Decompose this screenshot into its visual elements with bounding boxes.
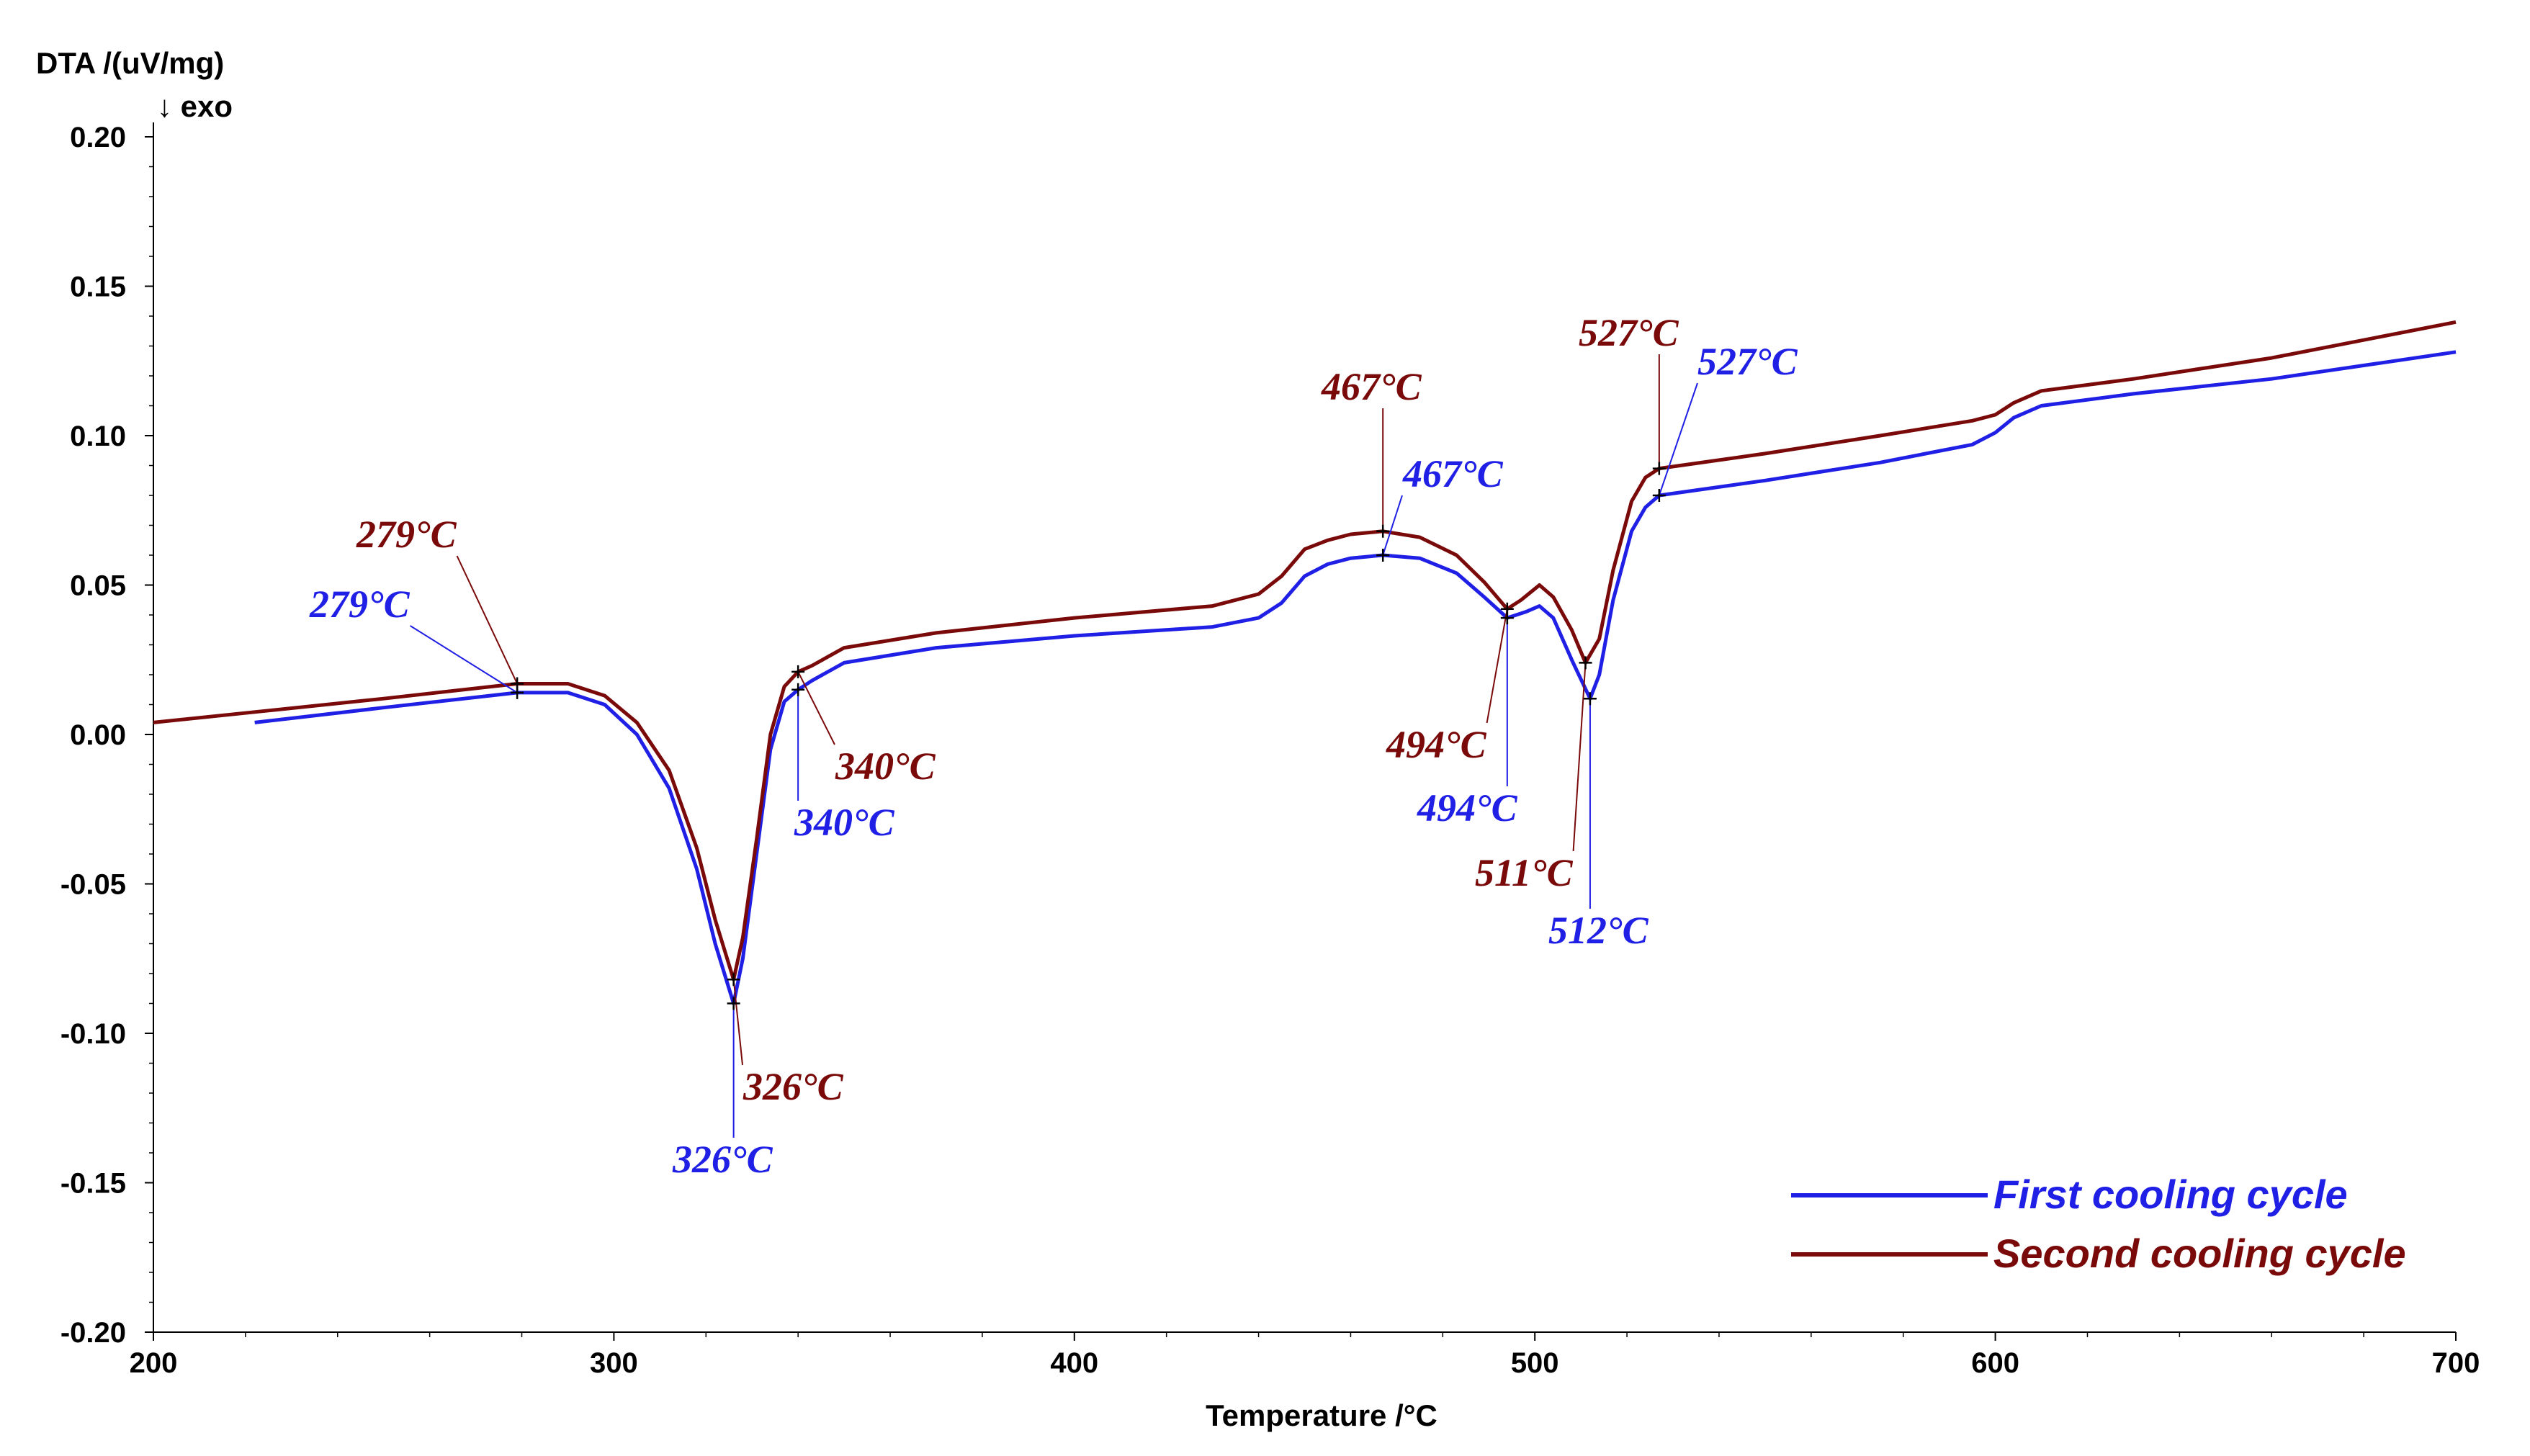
axes: 0.20 0.15 0.10 0.05 0.00 -0.05 -0.10 -0.15 -0.20… <box>60 122 2480 1379</box>
y-tick-label: -0.10 <box>60 1018 126 1050</box>
x-tick-label: 400 <box>1050 1347 1098 1379</box>
annotation-marker <box>1500 611 1514 625</box>
y-tick-label: -0.15 <box>60 1168 126 1200</box>
y-tick-label: 0.15 <box>70 271 126 303</box>
annotation-label-first-cooling-cycle: 527°C <box>1697 340 1798 383</box>
annotation-label-second-cooling-cycle: 511°C <box>1475 851 1574 894</box>
annotation-marker <box>511 686 524 699</box>
y-tick-label: 0.10 <box>70 421 126 452</box>
annotation-marker <box>1579 656 1592 670</box>
annotation-label-first-cooling-cycle: 279°C <box>309 583 411 626</box>
annotation-marker <box>727 997 740 1010</box>
annotation-marker <box>1652 462 1666 475</box>
legend-label-second-cooling-cycle: Second cooling cycle <box>1993 1231 2406 1276</box>
annotation-label-second-cooling-cycle: 527°C <box>1579 311 1679 354</box>
series-line-first-cooling-cycle <box>254 350 2457 1005</box>
annotation-leader-first-cooling-cycle <box>1382 495 1403 556</box>
x-tick-label: 300 <box>590 1347 638 1379</box>
annotation-label-second-cooling-cycle: 494°C <box>1386 723 1487 766</box>
x-tick-label: 200 <box>130 1347 178 1379</box>
annotation-marker <box>1376 524 1390 538</box>
annotation-leader-second-cooling-cycle <box>797 671 835 745</box>
annotation-label-first-cooling-cycle: 512°C <box>1548 909 1649 952</box>
y-tick-label: -0.20 <box>60 1317 126 1349</box>
x-tick-label: 700 <box>2432 1347 2480 1379</box>
annotation-marker <box>1652 489 1666 502</box>
y-tick-label: 0.05 <box>70 570 126 602</box>
y-axis-label: DTA /(uV/mg) <box>36 46 224 80</box>
y-axis-exo-note: ↓ exo <box>157 89 233 123</box>
legend: First cooling cycle Second cooling cycle <box>1791 1172 2406 1276</box>
annotation-leader-second-cooling-cycle <box>456 555 519 684</box>
annotation-marker <box>1583 692 1597 706</box>
annotation-marker <box>791 665 805 678</box>
annotation-leader-first-cooling-cycle <box>1658 382 1698 496</box>
x-tick-label: 600 <box>1971 1347 2019 1379</box>
annotation-label-first-cooling-cycle: 340°C <box>794 801 895 844</box>
annotation-label-second-cooling-cycle: 340°C <box>835 745 936 788</box>
legend-label-first-cooling-cycle: First cooling cycle <box>1993 1172 2348 1217</box>
y-tick-label: -0.05 <box>60 869 126 901</box>
x-axis-label: Temperature /°C <box>1206 1398 1437 1432</box>
annotation-leader-first-cooling-cycle <box>410 625 518 693</box>
annotation-label-first-cooling-cycle: 467°C <box>1402 452 1504 495</box>
annotation-label-second-cooling-cycle: 279°C <box>356 513 457 556</box>
annotation-leader-second-cooling-cycle <box>732 979 743 1066</box>
annotation-layer: 279°C 279°C 326°C 326°C 340°C 340°C 467°C 467°C… <box>309 311 1798 1181</box>
y-tick-label: 0.00 <box>70 719 126 751</box>
annotation-marker <box>791 683 805 696</box>
annotation-label-second-cooling-cycle: 326°C <box>743 1065 844 1108</box>
annotation-label-first-cooling-cycle: 326°C <box>672 1138 773 1181</box>
annotation-leader-second-cooling-cycle <box>1572 662 1587 852</box>
y-tick-label: 0.20 <box>70 122 126 153</box>
annotation-marker <box>727 973 740 987</box>
annotation-label-second-cooling-cycle: 467°C <box>1321 365 1422 408</box>
x-tick-label: 500 <box>1511 1347 1559 1379</box>
series-layer <box>153 320 2457 1005</box>
annotation-label-first-cooling-cycle: 494°C <box>1417 786 1518 830</box>
annotation-leader-second-cooling-cycle <box>1486 608 1508 724</box>
annotation-marker <box>1376 549 1390 562</box>
series-line-second-cooling-cycle <box>153 320 2457 981</box>
